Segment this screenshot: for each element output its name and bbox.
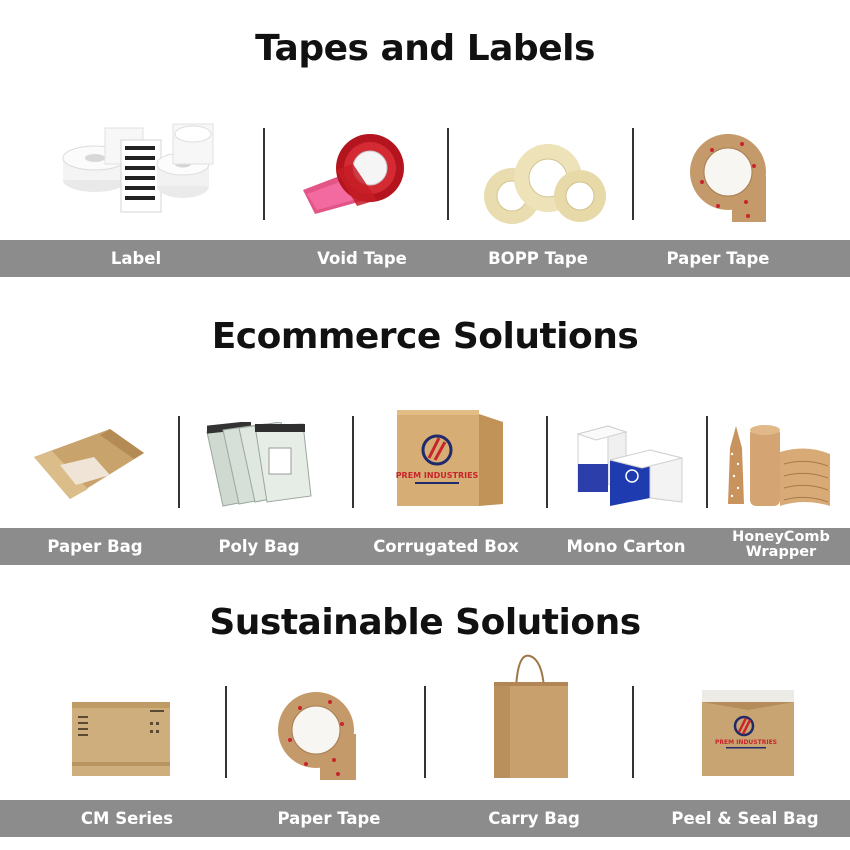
item-label-carry-bag[interactable]: Carry Bag [488,809,580,828]
brand-logo-text: PREM INDUSTRIES [396,471,479,480]
product-cm-series[interactable] [70,700,172,778]
svg-text:PREM INDUSTRIES: PREM INDUSTRIES [715,739,777,746]
item-label-mono-carton[interactable]: Mono Carton [566,537,686,556]
paper-bag-icon [34,429,144,499]
category-band-tapes-labels [0,240,850,277]
divider [424,686,426,778]
label-rolls-icon [62,123,214,213]
product-paper-tape-sustainable[interactable] [276,684,360,782]
product-carry-bag[interactable] [490,652,572,780]
item-label-paper-tape-sustainable[interactable]: Paper Tape [277,809,381,828]
item-label-honeycomb-wrapper[interactable]: HoneyComb Wrapper [732,529,830,560]
category-band-sustainable [0,800,850,837]
void-tape-icon [303,134,404,214]
carry-bag-icon [494,654,568,778]
category-band-ecommerce [0,528,850,565]
paper-tape-icon [690,134,766,222]
product-paper-tape[interactable] [688,126,770,224]
section-title-ecommerce: Ecommerce Solutions [211,316,639,357]
poly-bag-icon [206,422,312,507]
product-paper-bag[interactable] [30,425,148,503]
divider [632,686,634,778]
divider [632,128,634,220]
item-label-corrugated-box[interactable]: Corrugated Box [373,537,519,556]
item-label-poly-bag[interactable]: Poly Bag [218,537,300,556]
divider [546,416,548,508]
bopp-tape-icon [484,144,606,224]
divider [352,416,354,508]
product-poly-bag[interactable] [203,422,315,508]
paper-tape-icon [278,692,356,780]
peel-seal-bag-icon: PREM INDUSTRIES [702,690,794,776]
corrugated-box-icon: PREM INDUSTRIES [396,410,503,506]
product-mono-carton[interactable] [574,422,686,506]
product-label[interactable] [55,120,220,220]
mono-carton-icon [576,425,683,506]
divider [263,128,265,220]
honeycomb-wrapper-icon [728,425,830,506]
item-label-peel-seal-bag[interactable]: Peel & Seal Bag [671,809,819,828]
item-label-cm-series[interactable]: CM Series [80,809,174,828]
section-title-tapes-labels: Tapes and Labels [255,28,595,69]
item-label-paper-tape[interactable]: Paper Tape [666,249,770,268]
product-void-tape[interactable] [295,128,410,218]
product-bopp-tape[interactable] [480,140,608,228]
cm-series-icon [72,702,170,776]
product-peel-seal-bag[interactable]: PREM INDUSTRIES [700,688,796,778]
item-label-void-tape[interactable]: Void Tape [317,249,407,268]
item-label-bopp-tape[interactable]: BOPP Tape [488,249,588,268]
divider [706,416,708,508]
divider [178,416,180,508]
divider [225,686,227,778]
product-corrugated-box[interactable]: PREM INDUSTRIES [395,408,507,508]
section-title-sustainable: Sustainable Solutions [209,602,641,643]
divider [447,128,449,220]
product-honeycomb-wrapper[interactable] [724,424,832,508]
item-label-paper-bag[interactable]: Paper Bag [47,537,143,556]
item-label-label[interactable]: Label [110,249,162,268]
